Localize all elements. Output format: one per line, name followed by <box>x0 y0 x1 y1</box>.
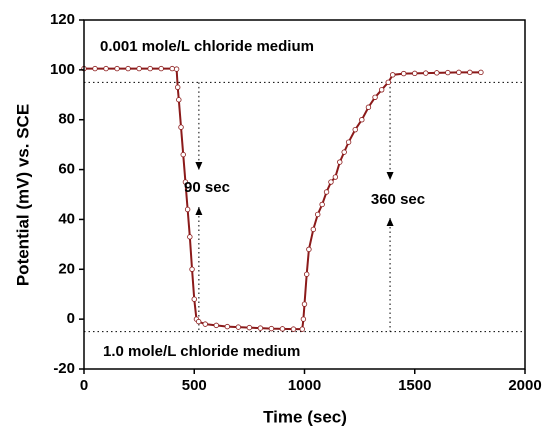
data-point <box>224 323 231 330</box>
annotation: 0.001 mole/L chloride medium <box>100 38 314 55</box>
data-point <box>158 65 164 72</box>
y-axis-label: Potential (mV) vs. SCE <box>13 104 32 286</box>
data-point <box>341 149 347 155</box>
data-point <box>202 321 208 327</box>
data-point <box>423 70 429 76</box>
data-point <box>195 318 202 325</box>
data-point <box>213 322 219 329</box>
data-point <box>92 65 98 72</box>
data-point <box>187 234 193 240</box>
data-point <box>412 70 418 77</box>
data-point <box>147 65 153 72</box>
data-point <box>125 65 131 72</box>
annotation: 1.0 mole/L chloride medium <box>103 343 300 360</box>
data-point <box>345 139 352 145</box>
data-point <box>103 65 109 72</box>
y-tick-label: 80 <box>58 111 75 128</box>
x-axis-label: Time (sec) <box>263 407 347 426</box>
annotation: 90 sec <box>184 179 230 196</box>
x-tick-label: 2000 <box>508 377 541 394</box>
data-point <box>136 65 142 72</box>
data-point <box>301 301 308 307</box>
data-point <box>310 226 317 233</box>
data-point <box>401 70 407 77</box>
arrow-head <box>195 162 203 170</box>
data-point <box>332 174 339 180</box>
data-point <box>300 316 307 322</box>
data-point <box>182 179 189 185</box>
annotation: 360 sec <box>371 191 425 208</box>
data-point <box>359 117 365 123</box>
data-point <box>176 97 182 103</box>
x-tick-label: 1500 <box>398 377 431 394</box>
data-point <box>315 211 321 218</box>
data-point <box>467 69 473 76</box>
x-tick-label: 500 <box>182 377 207 394</box>
data-point <box>235 324 242 330</box>
y-tick-label: 100 <box>50 61 75 78</box>
y-tick-label: -20 <box>53 360 75 377</box>
data-point <box>390 72 396 78</box>
data-point <box>319 201 325 208</box>
data-point <box>114 65 120 72</box>
data-point <box>191 296 197 302</box>
y-tick-label: 60 <box>58 161 75 178</box>
data-point <box>173 66 180 72</box>
data-point <box>299 326 305 332</box>
x-tick-label: 0 <box>80 377 88 394</box>
data-point <box>279 326 286 332</box>
data-point <box>189 266 195 272</box>
arrow-head <box>386 218 394 226</box>
arrow-head <box>195 207 203 215</box>
y-tick-label: 0 <box>67 310 75 327</box>
data-point <box>378 87 385 93</box>
y-tick-label: 40 <box>58 210 75 227</box>
x-tick-label: 1000 <box>288 377 321 394</box>
data-point <box>328 179 334 185</box>
data-point <box>169 65 175 72</box>
data-point <box>337 159 343 165</box>
arrow-head <box>386 172 394 180</box>
data-point <box>246 324 253 331</box>
data-point <box>306 246 312 253</box>
data-point <box>365 104 372 110</box>
data-point <box>178 124 184 130</box>
data-point <box>323 189 330 195</box>
data-point <box>180 151 186 158</box>
data-point <box>434 70 440 76</box>
data-point <box>304 271 310 277</box>
data-point <box>478 69 484 76</box>
y-tick-label: 120 <box>50 11 75 28</box>
data-point <box>456 69 462 76</box>
data-point <box>257 325 264 331</box>
data-point <box>175 84 181 91</box>
data-point <box>352 126 358 133</box>
data-point <box>372 94 378 100</box>
data-point <box>290 326 297 332</box>
data-point <box>268 325 275 332</box>
data-point <box>385 79 391 86</box>
data-point <box>184 206 191 213</box>
y-tick-label: 20 <box>58 260 75 277</box>
data-point <box>445 69 451 76</box>
